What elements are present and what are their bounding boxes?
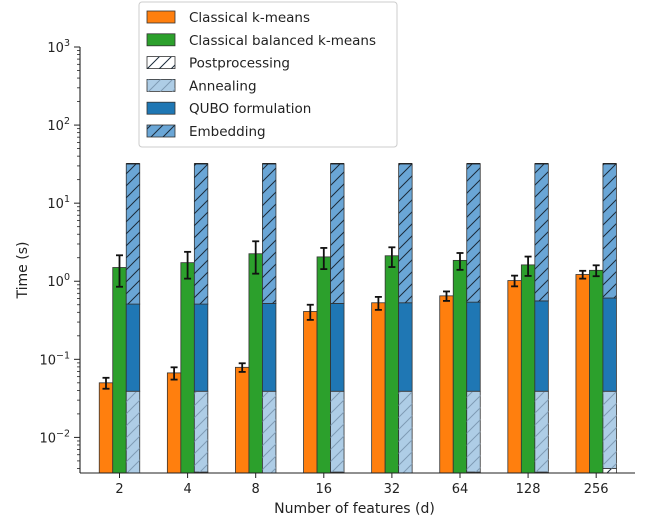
bar-classical-kmeans [575,274,590,474]
bar-annealing-hatch [534,391,549,473]
legend-label: Postprocessing [189,56,290,72]
bar-classical-kmeans [507,280,522,474]
bar-embedding-hatch [126,163,140,305]
y-tick-label: 10−2 [39,428,70,446]
x-tick-label: 128 [516,482,541,497]
bar-embedding-hatch [194,163,208,305]
y-tick-label: 10−1 [39,350,70,368]
x-tick-label: 4 [183,482,191,497]
bar-qubo-formulation [125,303,141,392]
bar-qubo-formulation [466,301,481,392]
bar-classical-kmeans [98,382,114,474]
x-tick-label: 2 [115,482,123,497]
bar-embedding-hatch [602,163,617,299]
x-tick-label: 64 [452,482,469,497]
bar-classical-balanced-kmeans [112,267,127,474]
bar-qubo-formulation [330,303,345,392]
bars-layer [98,163,617,474]
bar-classical-balanced-kmeans [589,269,604,474]
legend-swatch [146,10,176,24]
y-tick-label: 100 [47,272,70,290]
bar-embedding-hatch [466,163,481,303]
bar-classical-balanced-kmeans [452,259,468,474]
legend-label: Embedding [189,124,266,140]
y-tick-label: 101 [47,194,70,212]
bar-embedding-hatch [398,163,413,303]
bar-embedding-hatch [534,163,549,301]
bar-annealing-hatch [330,391,345,473]
bar-classical-balanced-kmeans [248,253,263,474]
bar-qubo-formulation [262,303,277,392]
x-tick-label: 8 [252,482,260,497]
x-axis-label: Number of features (d) [274,501,435,517]
legend-swatch [146,101,176,115]
legend-label: Classical k-means [189,10,310,26]
legend-swatch-hatch [147,79,175,92]
bar-annealing-hatch [126,391,140,473]
bar-qubo-formulation [602,297,617,392]
bar-postprocessing-hatch [602,468,617,473]
legend-swatch-hatch [147,56,175,69]
bar-annealing-hatch [602,391,617,469]
axes: 2 4 8 16 32 64 128 256 10−2 10−1 100 101 102 103 Time … [15,38,635,517]
bar-qubo-formulation [193,303,209,392]
bar-classical-kmeans [303,311,318,474]
x-tick-label: 256 [584,482,609,497]
y-tick-label: 102 [47,116,70,134]
legend-box [138,1,398,148]
legend-swatch [146,33,176,47]
bar-classical-kmeans [371,302,386,474]
bar-classical-kmeans [439,295,454,474]
bar-annealing-hatch [398,391,413,473]
bar-annealing-hatch [466,391,481,473]
legend-label: Classical balanced k-means [189,33,376,49]
error-bars-layer [102,240,600,390]
bar-classical-balanced-kmeans [384,255,400,474]
bar-annealing-hatch [194,391,208,473]
bar-classical-kmeans [235,366,250,474]
bar-classical-balanced-kmeans [316,256,331,474]
bar-embedding-hatch [262,163,276,304]
bar-qubo-formulation [398,302,413,392]
bar-classical-balanced-kmeans [180,262,195,474]
x-tick-label: 32 [384,482,401,497]
bar-classical-balanced-kmeans [520,264,536,474]
bar-embedding-hatch [330,163,345,304]
y-tick-label: 103 [47,38,70,56]
y-axis-label: Time (s) [15,242,31,300]
bar-qubo-formulation [534,300,549,392]
legend-swatch-hatch [147,125,175,137]
bar-annealing-hatch [262,391,276,473]
legend-label: QUBO formulation [189,101,311,117]
legend-label: Annealing [189,78,257,94]
bar-classical-kmeans [166,372,182,474]
legend: Classical k-means Classical balanced k-me… [138,1,398,148]
x-tick-label: 16 [316,482,333,497]
